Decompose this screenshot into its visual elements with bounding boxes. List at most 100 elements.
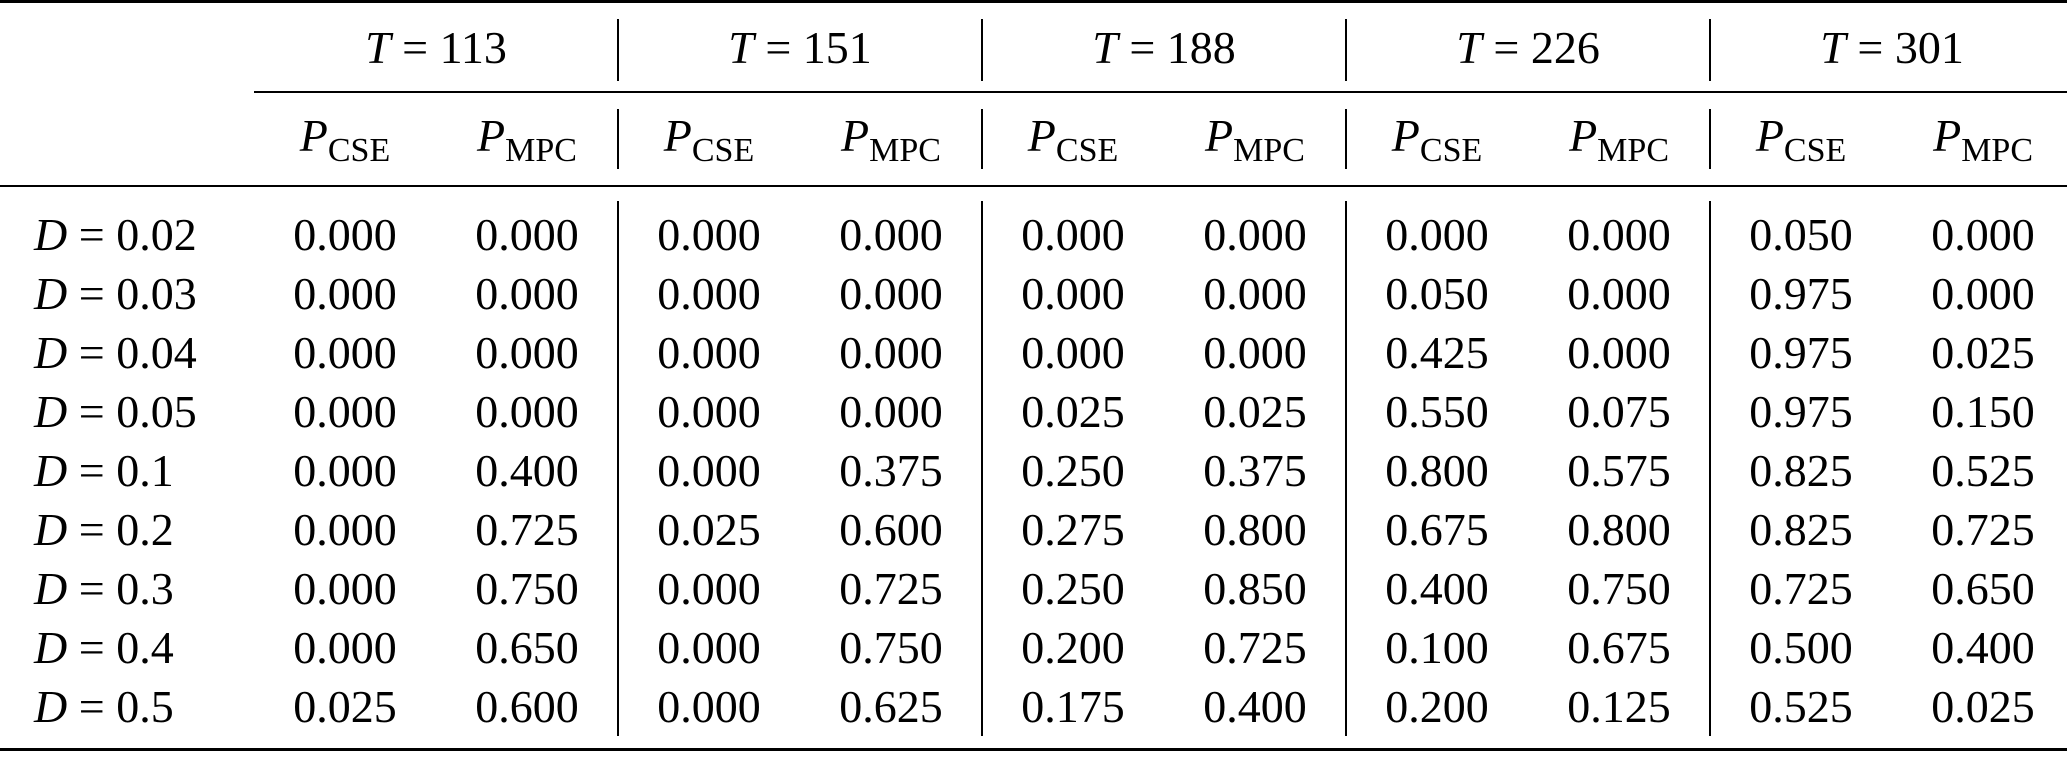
subheader-p-cse: PCSE bbox=[617, 92, 800, 187]
group-header: T = 301 bbox=[1709, 0, 2067, 93]
table-body: D = 0.02 0.000 0.000 0.000 0.000 0.000 0.000 0.… bbox=[0, 186, 2067, 751]
group-var: T bbox=[1456, 21, 1482, 73]
table-row: D = 0.4 0.000 0.650 0.000 0.750 0.200 0.725 0.1… bbox=[0, 618, 2067, 677]
cell-p-cse: 0.000 bbox=[617, 323, 800, 382]
cell-p-cse: 0.000 bbox=[617, 618, 800, 677]
row-label-value: 0.05 bbox=[116, 386, 197, 437]
cell-p-cse: 0.025 bbox=[617, 500, 800, 559]
cell-p-cse: 0.000 bbox=[617, 382, 800, 441]
subheader-row: PCSE PMPC PCSE PMPC PCSE PMPC PCSE PMPC PCSE PMPC bbox=[0, 92, 2067, 187]
row-label-eq: = bbox=[78, 268, 105, 319]
cell-p-cse: 0.975 bbox=[1709, 323, 1892, 382]
cell-p-cse: 0.000 bbox=[293, 504, 397, 555]
cell-p-mpc: 0.750 bbox=[1567, 563, 1671, 614]
cell-p-mpc: 0.000 bbox=[839, 327, 943, 378]
cell-p-cse: 0.000 bbox=[981, 264, 1164, 323]
cell-p-cse: 0.100 bbox=[1345, 618, 1528, 677]
cell-p-cse: 0.025 bbox=[254, 677, 436, 751]
row-label-var: D bbox=[34, 209, 68, 260]
cell-p-mpc: 0.850 bbox=[1203, 563, 1307, 614]
cell-p-mpc: 0.000 bbox=[475, 327, 579, 378]
row-label-var: D bbox=[34, 386, 68, 437]
cell-p-mpc: 0.000 bbox=[1567, 209, 1671, 260]
subheader-subscript: MPC bbox=[1961, 131, 2034, 169]
subheader-subscript: CSE bbox=[327, 131, 391, 169]
cell-p-cse: 0.000 bbox=[617, 441, 800, 500]
row-label-var: D bbox=[34, 681, 68, 732]
cell-p-mpc: 0.000 bbox=[1203, 327, 1307, 378]
cell-p-cse: 0.200 bbox=[981, 618, 1164, 677]
group-header: T = 113 bbox=[254, 0, 618, 93]
group-eq: = bbox=[1493, 21, 1520, 73]
cell-p-mpc: 0.000 bbox=[1931, 209, 2035, 260]
group-eq: = bbox=[1857, 21, 1884, 73]
cell-p-mpc: 0.600 bbox=[436, 677, 618, 751]
cell-p-mpc: 0.675 bbox=[1567, 622, 1671, 673]
row-label-eq: = bbox=[78, 681, 105, 732]
group-value: 226 bbox=[1530, 21, 1600, 73]
cell-p-cse: 0.250 bbox=[981, 441, 1164, 500]
cell-p-cse: 0.175 bbox=[981, 677, 1165, 751]
group-value: 151 bbox=[802, 21, 872, 73]
subheader-var: P bbox=[1027, 109, 1056, 161]
cell-p-cse: 0.000 bbox=[293, 268, 397, 319]
cell-p-mpc: 0.125 bbox=[1528, 677, 1711, 751]
cell-p-mpc: 0.150 bbox=[1931, 386, 2035, 437]
cell-p-cse: 0.000 bbox=[617, 186, 800, 264]
row-label-eq: = bbox=[78, 209, 105, 260]
cell-p-cse: 0.825 bbox=[1709, 500, 1892, 559]
cell-p-mpc: 0.000 bbox=[475, 386, 579, 437]
subheader-p-cse: PCSE bbox=[1709, 92, 1893, 187]
subheader-p-mpc: PMPC bbox=[800, 92, 983, 187]
row-label-var: D bbox=[34, 504, 68, 555]
row-label: D = 0.4 bbox=[0, 618, 254, 677]
group-var: T bbox=[1092, 21, 1118, 73]
cell-p-cse: 0.250 bbox=[981, 559, 1164, 618]
cell-p-mpc: 0.800 bbox=[1567, 504, 1671, 555]
table-row: D = 0.2 0.000 0.725 0.025 0.600 0.275 0.800 0.6… bbox=[0, 500, 2067, 559]
row-label: D = 0.05 bbox=[0, 382, 254, 441]
row-label: D = 0.5 bbox=[0, 677, 254, 751]
cell-p-mpc: 0.725 bbox=[1931, 504, 2035, 555]
table-row: D = 0.5 0.025 0.600 0.000 0.625 0.175 0.400 0.2… bbox=[0, 677, 2067, 751]
cell-p-cse: 0.000 bbox=[1345, 186, 1528, 264]
cell-p-cse: 0.000 bbox=[293, 209, 397, 260]
corner-cell bbox=[0, 0, 254, 92]
cell-p-mpc: 0.000 bbox=[1567, 327, 1671, 378]
cell-p-cse: 0.000 bbox=[293, 327, 397, 378]
cell-p-cse: 0.000 bbox=[617, 264, 800, 323]
cell-p-cse: 0.400 bbox=[1345, 559, 1528, 618]
cell-p-cse: 0.000 bbox=[617, 559, 800, 618]
subheader-var: P bbox=[1569, 109, 1598, 161]
row-label-var: D bbox=[34, 563, 68, 614]
row-label: D = 0.3 bbox=[0, 559, 254, 618]
row-label-value: 0.3 bbox=[116, 563, 174, 614]
cell-p-mpc: 0.025 bbox=[1203, 386, 1307, 437]
cell-p-mpc: 0.000 bbox=[475, 268, 579, 319]
subheader-p-mpc: PMPC bbox=[1164, 92, 1347, 187]
subheader-var: P bbox=[841, 109, 870, 161]
cell-p-mpc: 0.375 bbox=[839, 445, 943, 496]
cell-p-mpc: 0.800 bbox=[1203, 504, 1307, 555]
row-label-eq: = bbox=[78, 622, 105, 673]
row-label-value: 0.03 bbox=[116, 268, 197, 319]
cell-p-cse: 0.800 bbox=[1345, 441, 1528, 500]
row-label: D = 0.2 bbox=[0, 500, 254, 559]
subheader-subscript: MPC bbox=[1597, 131, 1669, 169]
group-var: T bbox=[728, 21, 754, 73]
group-var: T bbox=[365, 21, 391, 73]
cell-p-cse: 0.000 bbox=[293, 386, 397, 437]
cell-p-cse: 0.525 bbox=[1709, 677, 1893, 751]
row-label: D = 0.03 bbox=[0, 264, 254, 323]
cell-p-mpc: 0.000 bbox=[1931, 268, 2035, 319]
group-header-row: T = 113 T = 151 T = 188 T = 226 bbox=[0, 0, 2067, 93]
cell-p-cse: 0.000 bbox=[293, 563, 397, 614]
cell-p-cse: 0.000 bbox=[293, 445, 397, 496]
subheader-var: P bbox=[1755, 109, 1784, 161]
row-label-value: 0.5 bbox=[116, 681, 174, 732]
subheader-subscript: CSE bbox=[1055, 131, 1119, 169]
cell-p-cse: 0.025 bbox=[981, 382, 1164, 441]
cell-p-mpc: 0.600 bbox=[839, 504, 943, 555]
row-label-value: 0.2 bbox=[116, 504, 174, 555]
